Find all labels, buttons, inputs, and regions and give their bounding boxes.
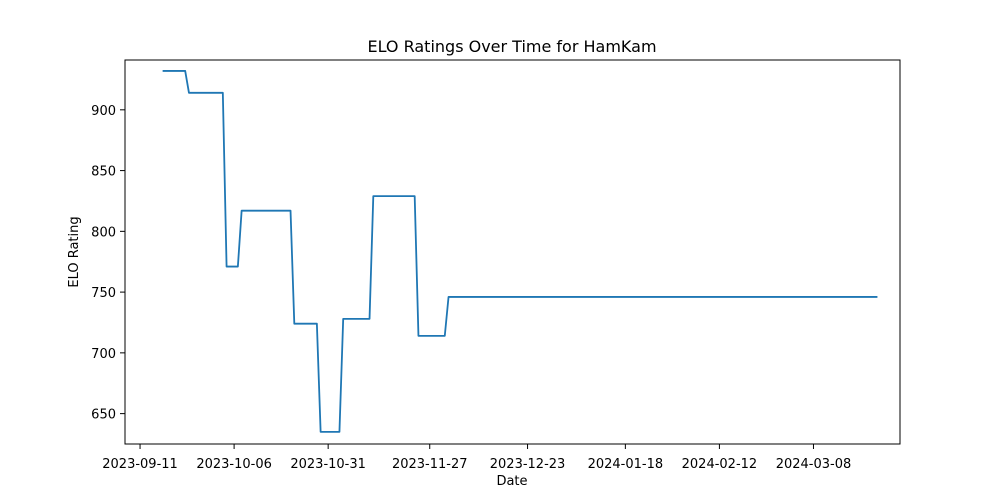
x-tick-label: 2023-12-23 [490,457,566,472]
x-tick-label: 2023-10-31 [290,457,366,472]
x-tick-label: 2024-01-18 [588,457,664,472]
y-tick-label: 800 [91,225,116,240]
x-axis-ticks: 2023-09-11 2023-10-06 2023-10-31 2023-11-27… [102,444,851,472]
series-layer [162,70,878,433]
chart-title: ELO Ratings Over Time for HamKam [367,37,656,56]
y-axis-ticks: 650 700 750 800 850 900 [91,104,125,423]
x-tick-label: 2024-02-12 [682,457,758,472]
x-axis-label: Date [496,474,527,489]
y-tick-label: 700 [91,347,116,362]
y-tick-label: 650 [91,408,116,423]
x-tick-label: 2024-03-08 [776,457,852,472]
x-tick-label: 2023-10-06 [196,457,272,472]
y-tick-label: 750 [91,286,116,301]
x-tick-label: 2023-11-27 [392,457,468,472]
y-tick-label: 900 [91,104,116,119]
plot-frame [124,59,901,445]
x-tick-label: 2023-09-11 [102,457,178,472]
elo-series-line [162,70,878,433]
y-tick-label: 850 [91,165,116,180]
y-axis-label: ELO Rating [67,216,82,287]
